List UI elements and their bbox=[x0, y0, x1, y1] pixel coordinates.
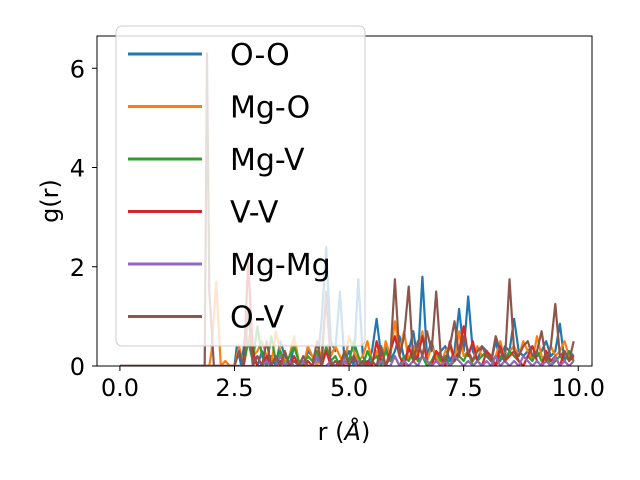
legend: O-O Mg-O Mg-V V-V Mg-Mg O-V bbox=[115, 25, 366, 347]
x-tick-label: 2.5 bbox=[215, 374, 253, 402]
series-line-mg-mg bbox=[119, 355, 575, 366]
y-tick-label: 6 bbox=[70, 55, 85, 83]
legend-frame bbox=[115, 25, 366, 347]
x-axis-label: r (Å) bbox=[318, 417, 371, 446]
legend-label-mg-v: Mg-V bbox=[230, 143, 305, 178]
y-tick-label: 4 bbox=[70, 155, 85, 183]
legend-label-o-o: O-O bbox=[230, 38, 290, 73]
legend-label-v-v: V-V bbox=[230, 196, 279, 231]
y-axis: 0 2 4 6 bbox=[70, 55, 97, 381]
series-line-o-v bbox=[119, 52, 575, 366]
y-tick-label: 0 bbox=[70, 353, 85, 381]
y-tick-label: 2 bbox=[70, 254, 85, 282]
x-tick-label: 10.0 bbox=[552, 374, 605, 402]
x-axis: 0.0 2.5 5.0 7.5 10.0 bbox=[101, 366, 605, 402]
x-tick-label: 7.5 bbox=[445, 374, 483, 402]
y-axis-label: g(r) bbox=[36, 179, 64, 223]
series-line-v-v bbox=[119, 260, 575, 366]
legend-label-mg-o: Mg-O bbox=[230, 91, 310, 126]
plot-area bbox=[119, 52, 575, 366]
legend-label-mg-mg: Mg-Mg bbox=[230, 248, 331, 283]
x-tick-label: 5.0 bbox=[330, 374, 368, 402]
legend-label-o-v: O-V bbox=[230, 301, 285, 336]
x-tick-label: 0.0 bbox=[101, 374, 139, 402]
